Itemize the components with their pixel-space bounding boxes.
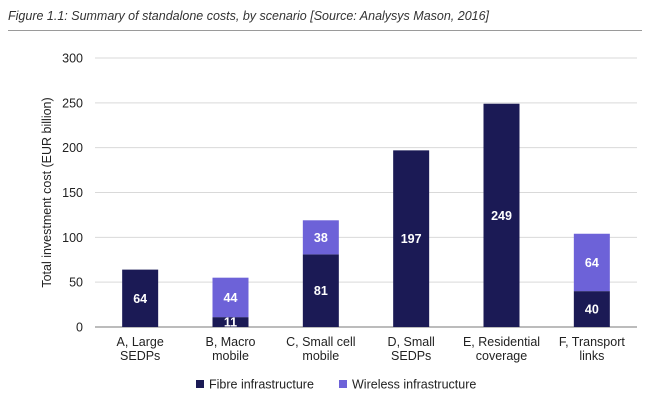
y-tick-label: 100 bbox=[62, 231, 83, 245]
x-category-label: SEDPs bbox=[120, 349, 160, 363]
y-tick-label: 150 bbox=[62, 186, 83, 200]
bar-data-label: 40 bbox=[585, 303, 599, 317]
x-category-label: C, Small cell bbox=[286, 335, 355, 349]
bar-segment bbox=[212, 317, 249, 327]
bar-data-label: 38 bbox=[314, 231, 328, 245]
bars: 64 11 44 81 38 197 249 40 64 bbox=[122, 103, 610, 330]
legend-swatch bbox=[339, 380, 347, 388]
x-category-label: A, Large bbox=[117, 335, 164, 349]
bar-segment bbox=[302, 254, 339, 327]
bar-data-label: 249 bbox=[491, 209, 512, 223]
x-category-label: F, Transport bbox=[559, 335, 626, 349]
x-category-label: D, Small bbox=[388, 335, 435, 349]
bar-data-label: 64 bbox=[133, 292, 147, 306]
bar-data-label: 81 bbox=[314, 284, 328, 298]
bar-data-label: 44 bbox=[224, 291, 238, 305]
bar-segment bbox=[122, 269, 159, 327]
y-axis-ticks: 0 50 100 150 200 250 300 bbox=[62, 52, 83, 335]
bar-data-label: 197 bbox=[401, 232, 422, 246]
bar-segment bbox=[573, 233, 610, 292]
figure-caption: Figure 1.1: Summary of standalone costs,… bbox=[8, 9, 642, 31]
x-category-label: E, Residential bbox=[463, 335, 540, 349]
y-tick-label: 50 bbox=[69, 276, 83, 290]
bar-segment bbox=[302, 220, 339, 255]
y-tick-label: 250 bbox=[62, 96, 83, 110]
y-axis-label: Total investment cost (EUR billion) bbox=[40, 97, 54, 287]
bar-segment bbox=[212, 277, 249, 318]
x-category-label: B, Macro bbox=[205, 335, 255, 349]
legend-label: Wireless infrastructure bbox=[352, 378, 476, 392]
y-tick-label: 200 bbox=[62, 141, 83, 155]
bar-data-label: 64 bbox=[585, 256, 599, 270]
bar-data-label: 11 bbox=[224, 316, 237, 330]
bar-segment bbox=[573, 291, 610, 327]
bar-segment bbox=[393, 150, 430, 327]
x-category-label: links bbox=[579, 349, 604, 363]
x-category-label: coverage bbox=[476, 349, 527, 363]
y-tick-label: 0 bbox=[76, 321, 83, 335]
legend-label: Fibre infrastructure bbox=[209, 378, 314, 392]
gridlines bbox=[95, 57, 637, 328]
x-category-label: mobile bbox=[302, 349, 339, 363]
x-category-label: mobile bbox=[212, 349, 249, 363]
legend: Fibre infrastructure Wireless infrastruct… bbox=[196, 378, 476, 392]
y-tick-label: 300 bbox=[62, 52, 83, 66]
x-category-label: SEDPs bbox=[391, 349, 431, 363]
bar-segment bbox=[483, 103, 520, 327]
legend-swatch bbox=[196, 380, 204, 388]
